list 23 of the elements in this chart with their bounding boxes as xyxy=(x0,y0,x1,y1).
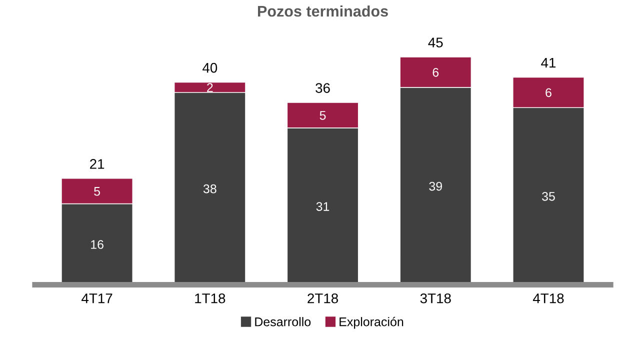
data-label: 35 xyxy=(542,192,555,201)
data-label: 39 xyxy=(429,182,442,191)
x-tick-label: 2T18 xyxy=(308,293,338,304)
total-label: 41 xyxy=(541,58,556,68)
total-label: 36 xyxy=(316,83,330,93)
legend-label: Exploración xyxy=(340,316,404,329)
total-label: 45 xyxy=(428,38,443,48)
data-label: 31 xyxy=(316,202,330,211)
data-label: 6 xyxy=(546,88,552,98)
data-label: 5 xyxy=(94,187,100,196)
data-label: 38 xyxy=(203,184,216,194)
x-tick-label: 4T18 xyxy=(532,293,564,304)
legend-label: Desarrollo xyxy=(255,317,311,326)
total-label: 40 xyxy=(202,62,218,73)
data-label: 5 xyxy=(320,111,326,120)
x-tick-label: 1T18 xyxy=(195,293,226,304)
x-tick-label: 4T17 xyxy=(82,294,112,304)
data-label: 2 xyxy=(207,83,213,92)
chart-title: Pozos terminados xyxy=(258,5,388,17)
data-label: 16 xyxy=(91,240,104,249)
data-label: 6 xyxy=(432,68,439,77)
total-label: 21 xyxy=(90,159,104,169)
x-tick-label: 3T18 xyxy=(420,293,451,304)
